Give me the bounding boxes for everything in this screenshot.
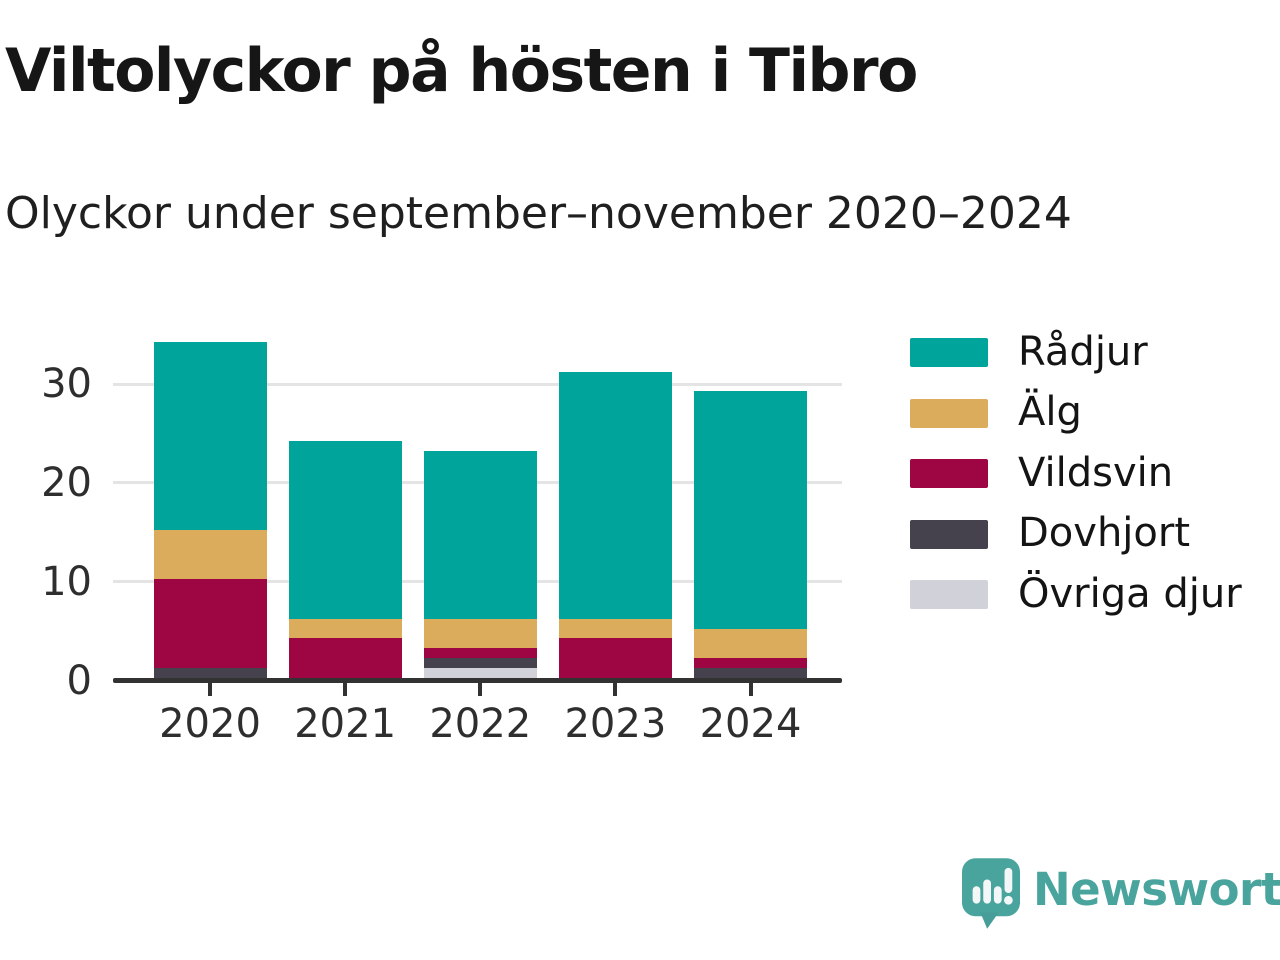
legend-label-Rådjur: Rådjur [1018, 328, 1148, 375]
legend-item-Älg: Älg [910, 392, 1280, 432]
newsworthy-wordmark: Newsworthy [1033, 863, 1280, 916]
chart-title: Viltolyckor på hösten i Tibro [5, 36, 918, 106]
x-axis-line [113, 678, 842, 683]
bar-segment-2024-Dovhjort [694, 668, 807, 678]
newsworthy-logo-icon [962, 858, 1020, 929]
bar-segment-2020-Dovhjort [153, 668, 267, 678]
legend-swatch-Dovhjort [910, 519, 988, 549]
x-tick-2021 [343, 683, 348, 696]
legend-swatch-Rådjur [910, 338, 988, 367]
bar-segment-2024-Älg [694, 628, 807, 659]
bar-segment-2020-Vildsvin [153, 579, 267, 669]
bar-segment-2020-Älg [153, 529, 267, 580]
legend-item-Rådjur: Rådjur [910, 332, 1280, 372]
bar-segment-2024-Vildsvin [694, 658, 807, 669]
legend-swatch-Älg [910, 398, 988, 428]
legend-swatch-Vildsvin [910, 459, 988, 488]
bar-segment-2022-Älg [423, 618, 537, 649]
legend-label-Övriga djur: Övriga djur [1018, 570, 1242, 617]
legend-item-Dovhjort: Dovhjort [910, 513, 1280, 553]
bar-segment-2023-Vildsvin [558, 638, 672, 678]
bar-segment-2021-Rådjur [288, 440, 402, 619]
x-tick-2022 [478, 683, 483, 696]
y-tick-label-20: 20 [41, 459, 92, 506]
x-tick-2024 [748, 683, 753, 696]
bar-segment-2022-Dovhjort [423, 658, 537, 669]
y-tick-label-30: 30 [41, 361, 92, 407]
x-tick-label-2024: 2024 [699, 701, 802, 747]
y-tick-label-0: 0 [66, 657, 92, 704]
x-tick-label-2021: 2021 [294, 701, 397, 747]
bar-segment-2023-Rådjur [558, 371, 672, 619]
x-tick-label-2022: 2022 [429, 701, 532, 747]
legend-item-Vildsvin: Vildsvin [910, 453, 1280, 493]
legend-swatch-Övriga djur [910, 580, 988, 609]
legend-label-Älg: Älg [1018, 389, 1082, 436]
bar-segment-2022-Rådjur [423, 450, 537, 619]
bar-segment-2020-Rådjur [153, 341, 267, 530]
x-tick-2020 [208, 683, 212, 696]
y-tick-label-10: 10 [41, 558, 92, 605]
bar-segment-2021-Vildsvin [288, 638, 402, 678]
bar-segment-2023-Älg [558, 618, 672, 639]
legend-label-Dovhjort: Dovhjort [1018, 510, 1191, 557]
bar-segment-2021-Älg [288, 618, 402, 639]
bar-segment-2024-Rådjur [694, 391, 807, 629]
legend-label-Vildsvin: Vildsvin [1018, 449, 1174, 496]
bar-segment-2022-Övriga djur [423, 668, 537, 678]
gridline-30 [113, 382, 842, 386]
bar-segment-2022-Vildsvin [423, 648, 537, 659]
x-tick-2023 [613, 683, 618, 696]
newsworthy-logo: Newsworthy [962, 858, 1280, 930]
chart-subtitle: Olyckor under september–november 2020–20… [5, 188, 1072, 239]
legend-item-Övriga djur: Övriga djur [910, 574, 1280, 614]
x-tick-label-2020: 2020 [159, 701, 261, 747]
x-tick-label-2023: 2023 [564, 701, 667, 747]
